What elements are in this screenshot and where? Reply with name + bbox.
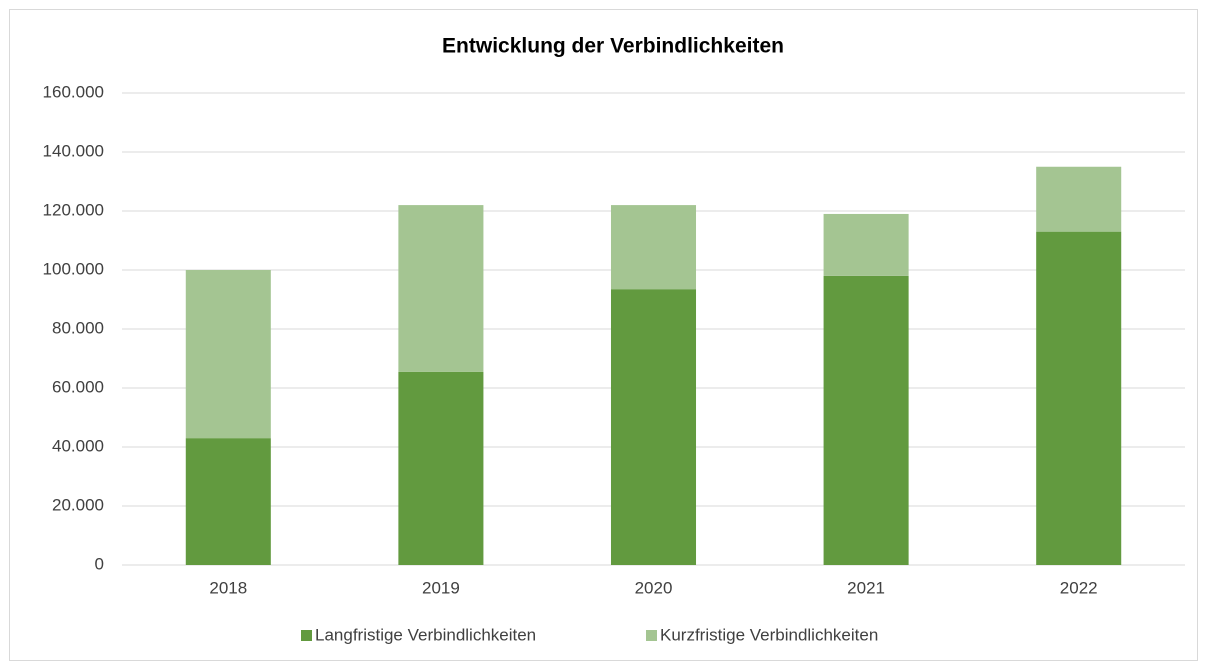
y-tick-label: 120.000 bbox=[43, 200, 104, 219]
legend-label: Langfristige Verbindlichkeiten bbox=[315, 625, 536, 644]
x-tick-label: 2019 bbox=[422, 578, 460, 597]
x-tick-label: 2021 bbox=[847, 578, 885, 597]
y-tick-label: 20.000 bbox=[52, 495, 104, 514]
x-tick-label: 2018 bbox=[209, 578, 247, 597]
y-tick-label: 100.000 bbox=[43, 259, 104, 278]
bar-segment bbox=[610, 289, 697, 565]
legend-swatch bbox=[301, 630, 312, 641]
bar-segment bbox=[185, 438, 271, 565]
bar-segment bbox=[185, 270, 271, 439]
bar-segment bbox=[398, 371, 484, 565]
legend-label: Kurzfristige Verbindlichkeiten bbox=[660, 625, 878, 644]
legend-swatch bbox=[646, 630, 657, 641]
bar-segment bbox=[398, 205, 484, 372]
x-tick-label: 2020 bbox=[635, 578, 673, 597]
bar-segment bbox=[1036, 231, 1122, 565]
x-tick-label: 2022 bbox=[1060, 578, 1098, 597]
bar-segment bbox=[823, 213, 909, 276]
y-tick-label: 160.000 bbox=[43, 82, 104, 101]
y-tick-label: 80.000 bbox=[52, 318, 104, 337]
y-tick-label: 140.000 bbox=[43, 141, 104, 160]
bar-segment bbox=[610, 205, 697, 290]
y-tick-label: 40.000 bbox=[52, 436, 104, 455]
chart-title: Entwicklung der Verbindlichkeiten bbox=[442, 35, 784, 58]
bar-segment bbox=[1036, 166, 1122, 232]
y-tick-label: 60.000 bbox=[52, 377, 104, 396]
y-tick-label: 0 bbox=[95, 554, 104, 573]
bar-segment bbox=[823, 275, 909, 565]
